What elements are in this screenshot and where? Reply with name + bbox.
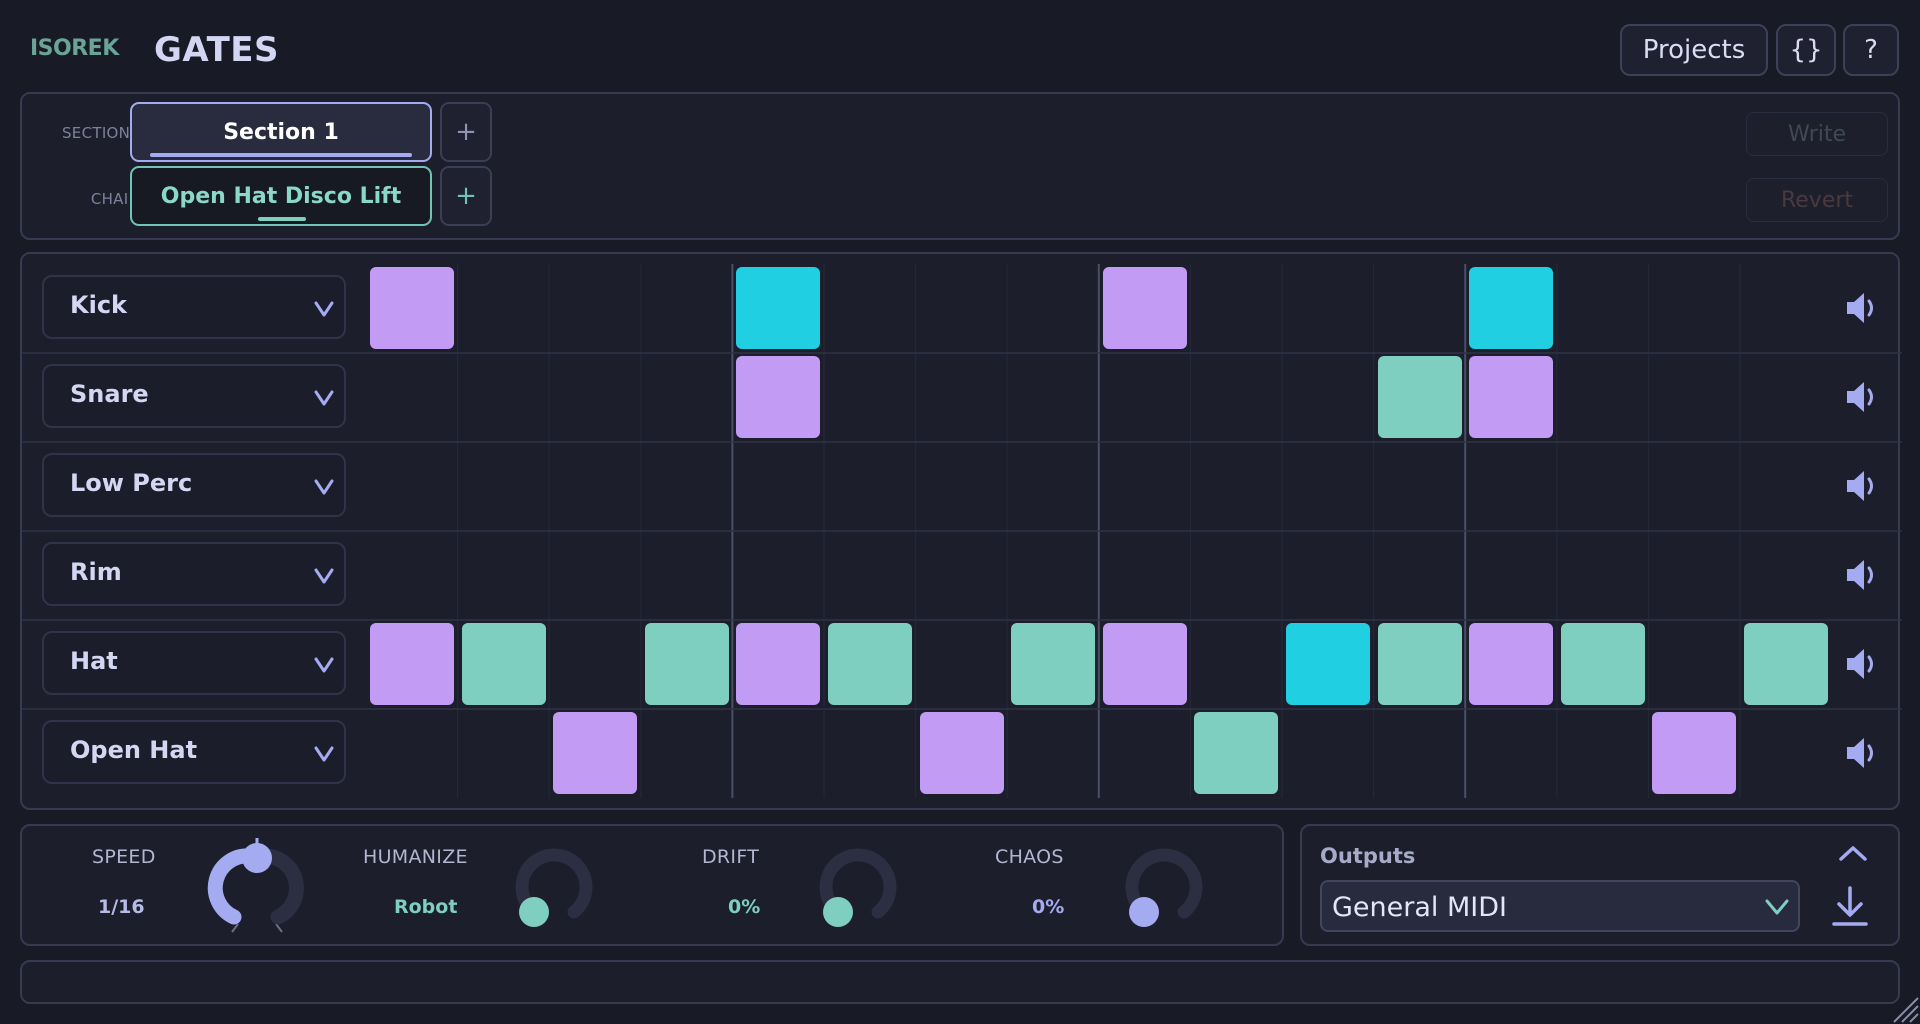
add-section-button[interactable]: + [440, 102, 492, 162]
step-cell[interactable] [736, 356, 821, 438]
help-button[interactable]: ? [1843, 24, 1899, 76]
step-cell[interactable] [1377, 356, 1462, 438]
revert-button[interactable]: Revert [1746, 178, 1888, 222]
step-cell[interactable] [553, 712, 638, 794]
chain-active-indicator [258, 217, 306, 221]
track-select[interactable]: Rim [42, 542, 346, 606]
controls-panel: SPEED 1/16 HUMANIZE Robot DRIFT 0% CHAOS… [20, 824, 1284, 946]
section-tab-label: Section 1 [223, 119, 339, 145]
speaker-icon[interactable] [1844, 646, 1878, 682]
track-name: Open Hat [70, 736, 198, 764]
chevron-down-icon [314, 390, 334, 406]
outputs-panel: Outputs General MIDI [1300, 824, 1900, 946]
step-cell[interactable] [828, 623, 912, 705]
outputs-select[interactable]: General MIDI [1320, 880, 1800, 932]
speaker-icon[interactable] [1844, 468, 1878, 504]
chevron-down-icon [314, 479, 334, 495]
chain-tab[interactable]: Open Hat Disco Lift [130, 166, 432, 226]
chevron-down-icon [314, 301, 334, 317]
step-cell[interactable] [1286, 623, 1370, 705]
step-cell[interactable] [1102, 267, 1187, 349]
step-cell[interactable] [1102, 623, 1187, 705]
speaker-icon[interactable] [1844, 557, 1878, 593]
track-select[interactable]: Low Perc [42, 453, 346, 517]
step-cell[interactable] [1194, 712, 1279, 794]
step-cell[interactable] [644, 623, 729, 705]
chevron-down-icon [314, 746, 334, 762]
track-name: Low Perc [70, 469, 193, 497]
section-active-indicator [150, 153, 412, 157]
top-bar: ISOREK GATES Projects {} ? [0, 0, 1920, 92]
speed-value: 1/16 [98, 896, 145, 918]
add-chain-button[interactable]: + [440, 166, 492, 226]
chevron-up-icon[interactable] [1836, 842, 1870, 864]
outputs-selected-label: General MIDI [1332, 892, 1507, 923]
chaos-label: CHAOS [995, 846, 1064, 868]
step-cell[interactable] [1744, 623, 1828, 705]
humanize-value: Robot [394, 896, 458, 918]
code-button[interactable]: {} [1776, 24, 1836, 76]
sections-panel: SECTIONS CHAIN Section 1 + Open Hat Disc… [20, 92, 1900, 240]
step-cell[interactable] [1011, 623, 1096, 705]
app-title: GATES [154, 30, 279, 70]
drift-knob[interactable] [808, 842, 908, 942]
track-select[interactable]: Open Hat [42, 720, 346, 784]
track-select[interactable]: Hat [42, 631, 346, 695]
speed-label: SPEED [92, 846, 156, 868]
step-cell[interactable] [1469, 267, 1554, 349]
track-name: Rim [70, 558, 122, 586]
projects-button[interactable]: Projects [1620, 24, 1768, 76]
section-tab[interactable]: Section 1 [130, 102, 432, 162]
drift-value: 0% [728, 896, 761, 918]
chevron-down-icon [314, 657, 334, 673]
write-button[interactable]: Write [1746, 112, 1888, 156]
resize-grip-icon[interactable] [1888, 992, 1920, 1024]
outputs-title: Outputs [1320, 844, 1416, 868]
sections-label: SECTIONS [61, 124, 140, 142]
step-cell[interactable] [370, 267, 454, 349]
track-select[interactable]: Kick [42, 275, 346, 339]
step-cell[interactable] [736, 623, 821, 705]
step-cell[interactable] [461, 623, 546, 705]
track-name: Snare [70, 380, 149, 408]
chaos-value: 0% [1032, 896, 1065, 918]
step-cell[interactable] [1377, 623, 1462, 705]
chain-label: CHAIN [90, 190, 140, 208]
chevron-down-icon [314, 568, 334, 584]
brand-logo: ISOREK [30, 36, 119, 61]
track-select[interactable]: Snare [42, 364, 346, 428]
chevron-down-icon [1765, 899, 1789, 915]
download-icon[interactable] [1830, 884, 1870, 928]
chain-tab-label: Open Hat Disco Lift [160, 183, 402, 209]
step-cell[interactable] [1469, 356, 1554, 438]
speed-knob[interactable] [194, 832, 318, 944]
humanize-knob[interactable] [504, 842, 604, 942]
step-cell[interactable] [1560, 623, 1645, 705]
status-bar [20, 960, 1900, 1004]
step-cell[interactable] [919, 712, 1004, 794]
step-cell[interactable] [736, 267, 821, 349]
speaker-icon[interactable] [1844, 379, 1878, 415]
track-name: Hat [70, 647, 118, 675]
step-grid [22, 264, 1902, 798]
humanize-label: HUMANIZE [363, 846, 468, 868]
speaker-icon[interactable] [1844, 290, 1878, 326]
sequencer-panel: Kick Snare Low Perc Rim Hat Open Hat [20, 252, 1902, 810]
step-cell[interactable] [1469, 623, 1554, 705]
speaker-icon[interactable] [1844, 735, 1878, 771]
track-name: Kick [70, 291, 128, 319]
step-cell[interactable] [370, 623, 454, 705]
step-cell[interactable] [1652, 712, 1737, 794]
chaos-knob[interactable] [1114, 842, 1214, 942]
drift-label: DRIFT [702, 846, 760, 868]
